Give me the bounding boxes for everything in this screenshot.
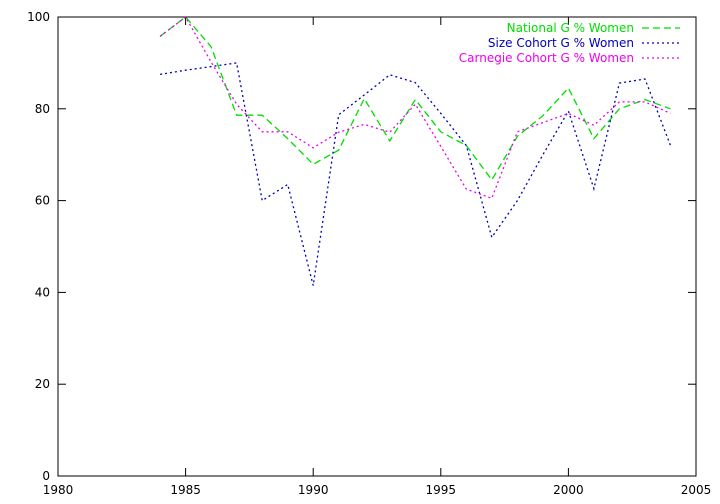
x-tick-label: 1980 — [43, 483, 74, 497]
plot-frame — [57, 16, 697, 477]
x-tick-label: 2005 — [681, 483, 712, 497]
series-line-2 — [159, 62, 672, 286]
y-tick-label: 40 — [35, 285, 50, 299]
series-line-3 — [159, 16, 671, 200]
y-tick-label: 100 — [27, 10, 50, 24]
y-tick-label: 60 — [35, 194, 50, 208]
legend-label-2: Size Cohort G % Women — [488, 36, 634, 50]
plot-border — [57, 16, 697, 477]
x-tick-label: 1985 — [170, 483, 201, 497]
legend-label-3: Carnegie Cohort G % Women — [459, 51, 634, 65]
series-line-1 — [159, 16, 671, 182]
axis-ticks: 1980 1985 1990 1995 2000 2005 0 20 40 60 80 100 — [27, 10, 711, 497]
x-tick-label: 1990 — [298, 483, 329, 497]
x-tick-label: 2000 — [553, 483, 584, 497]
y-tick-label: 0 — [42, 469, 50, 483]
x-tick-label: 1995 — [426, 483, 457, 497]
legend-label-1: National G % Women — [507, 21, 634, 35]
series-lines — [159, 16, 672, 286]
y-tick-label: 20 — [35, 377, 50, 391]
y-tick-label: 80 — [35, 102, 50, 116]
